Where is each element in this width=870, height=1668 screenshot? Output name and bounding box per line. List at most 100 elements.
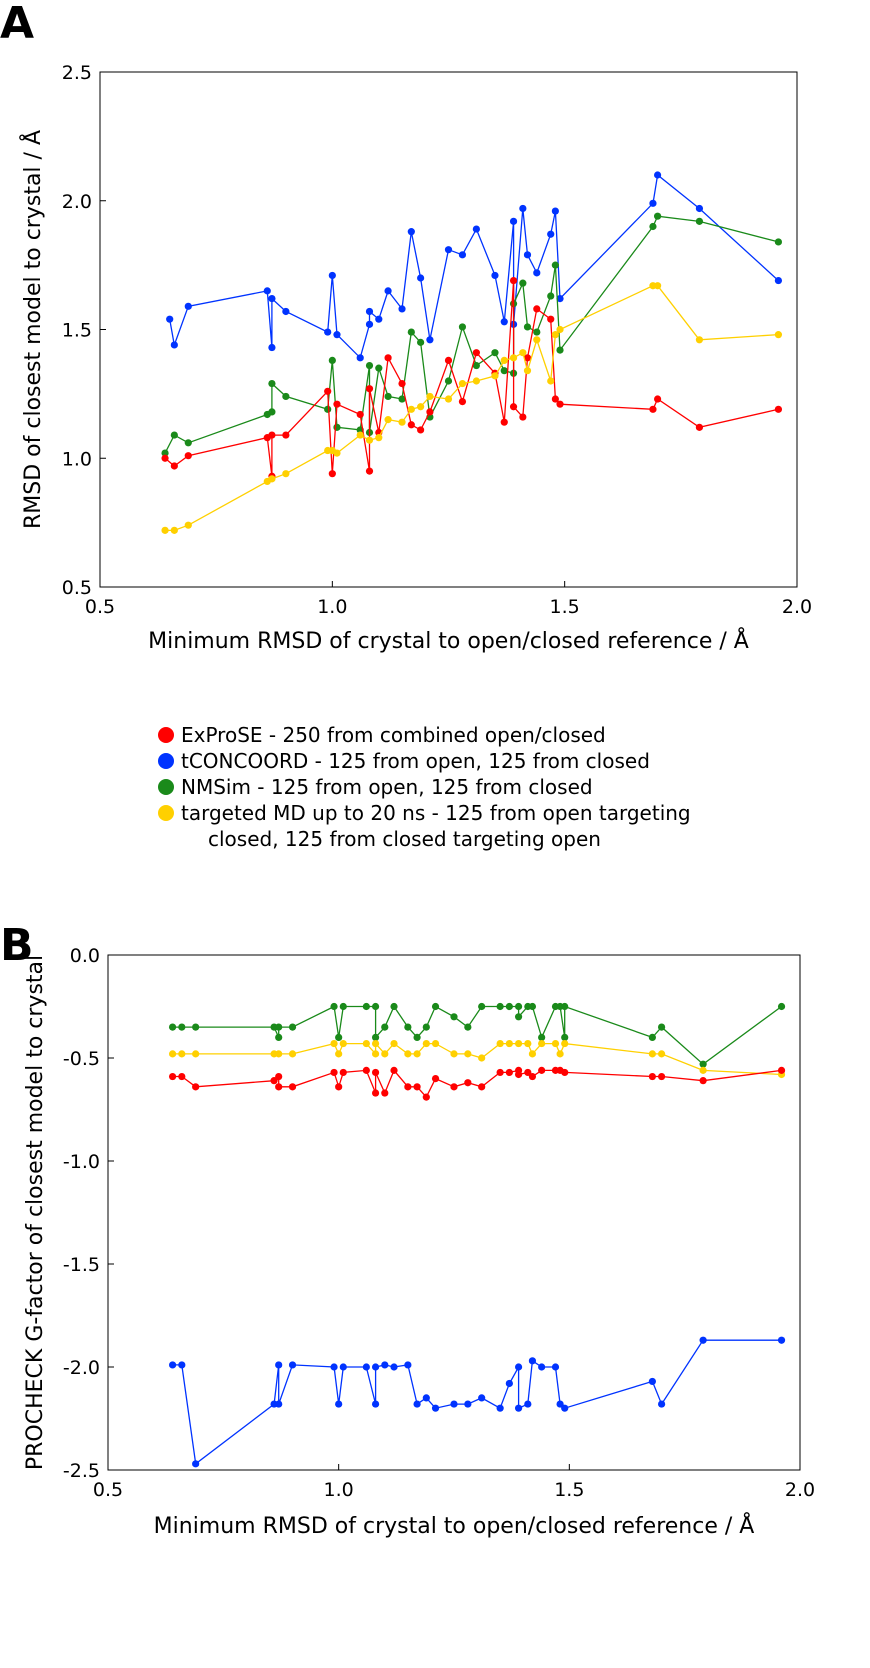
y-tick-label: 2.0 bbox=[62, 191, 92, 213]
data-point bbox=[658, 1050, 666, 1058]
data-point bbox=[514, 1002, 523, 1011]
data-point bbox=[547, 315, 555, 323]
data-point bbox=[288, 1023, 297, 1031]
data-point bbox=[523, 323, 532, 331]
data-point bbox=[431, 1002, 440, 1011]
data-point bbox=[365, 436, 374, 444]
data-point bbox=[365, 361, 374, 370]
data-point bbox=[496, 1039, 504, 1048]
data-point bbox=[528, 1357, 537, 1365]
data-point bbox=[407, 328, 415, 336]
data-point bbox=[168, 1050, 177, 1058]
data-point bbox=[356, 410, 364, 419]
data-point bbox=[184, 302, 192, 310]
data-point bbox=[324, 387, 332, 395]
data-point bbox=[509, 217, 518, 225]
data-point bbox=[178, 1072, 186, 1081]
data-point bbox=[523, 354, 532, 362]
data-point bbox=[168, 1361, 177, 1369]
data-point bbox=[444, 395, 453, 403]
data-point bbox=[444, 246, 453, 254]
series-line bbox=[172, 1339, 782, 1465]
data-point bbox=[538, 1033, 546, 1041]
data-point bbox=[398, 305, 406, 313]
data-point bbox=[472, 377, 480, 385]
data-point bbox=[695, 423, 704, 431]
legend-marker bbox=[158, 727, 174, 743]
data-point bbox=[426, 408, 434, 416]
data-point bbox=[398, 379, 406, 388]
data-point bbox=[464, 1023, 472, 1031]
data-point bbox=[288, 1050, 297, 1058]
data-point bbox=[330, 1068, 338, 1077]
data-point bbox=[654, 395, 662, 403]
data-point bbox=[699, 1060, 707, 1068]
data-point bbox=[268, 343, 276, 352]
data-point bbox=[458, 251, 467, 259]
data-point bbox=[695, 204, 704, 213]
legend-marker bbox=[158, 753, 174, 769]
data-point bbox=[561, 1068, 569, 1077]
data-point bbox=[774, 238, 783, 246]
data-point bbox=[381, 1089, 389, 1097]
data-point bbox=[268, 431, 276, 439]
data-point bbox=[333, 400, 341, 408]
data-point bbox=[375, 434, 383, 442]
data-point bbox=[500, 367, 508, 375]
data-point bbox=[328, 470, 336, 478]
data-point bbox=[496, 1404, 504, 1412]
data-point bbox=[335, 1083, 343, 1091]
data-point bbox=[654, 212, 662, 220]
legend-label: closed, 125 from closed targeting open bbox=[208, 827, 601, 851]
data-point bbox=[491, 372, 499, 380]
data-point bbox=[161, 526, 169, 534]
data-point bbox=[551, 395, 559, 403]
data-point bbox=[381, 1050, 389, 1058]
data-point bbox=[381, 1023, 389, 1031]
data-point bbox=[699, 1077, 707, 1085]
data-point bbox=[523, 251, 532, 259]
y-tick-label: 0.0 bbox=[70, 945, 100, 967]
data-point bbox=[551, 1039, 560, 1048]
data-point bbox=[524, 1068, 532, 1077]
data-point bbox=[335, 1050, 343, 1058]
data-point bbox=[324, 405, 332, 413]
data-point bbox=[649, 405, 657, 413]
data-point bbox=[547, 377, 555, 385]
data-point bbox=[519, 204, 527, 213]
data-point bbox=[478, 1054, 486, 1062]
data-point bbox=[556, 1400, 564, 1408]
data-point bbox=[658, 1072, 666, 1081]
data-point bbox=[356, 354, 364, 362]
data-point bbox=[371, 1002, 380, 1011]
data-point bbox=[505, 1002, 513, 1011]
x-tick-label: 1.5 bbox=[550, 596, 580, 618]
data-point bbox=[472, 361, 480, 370]
data-point bbox=[328, 271, 336, 280]
data-point bbox=[777, 1002, 786, 1011]
data-point bbox=[268, 379, 276, 388]
y-tick-label: 0.5 bbox=[62, 577, 92, 599]
data-point bbox=[333, 449, 341, 457]
data-point bbox=[275, 1033, 283, 1041]
data-point bbox=[519, 279, 527, 287]
data-point bbox=[184, 452, 192, 460]
data-point bbox=[533, 328, 541, 336]
data-point bbox=[538, 1363, 546, 1371]
data-point bbox=[178, 1023, 186, 1031]
plot-frame bbox=[99, 71, 798, 588]
data-point bbox=[275, 1361, 283, 1369]
data-point bbox=[777, 1336, 786, 1344]
y-tick-label: -2.5 bbox=[63, 1460, 100, 1482]
y-tick-label: 2.5 bbox=[62, 62, 92, 84]
data-point bbox=[528, 1050, 537, 1058]
data-point bbox=[170, 462, 178, 470]
series-line bbox=[172, 1005, 782, 1066]
data-point bbox=[533, 269, 541, 277]
data-point bbox=[282, 470, 290, 478]
series-line bbox=[172, 1041, 782, 1076]
data-point bbox=[407, 228, 415, 236]
data-point bbox=[268, 295, 276, 303]
data-point bbox=[192, 1023, 200, 1031]
data-point bbox=[270, 1077, 278, 1085]
